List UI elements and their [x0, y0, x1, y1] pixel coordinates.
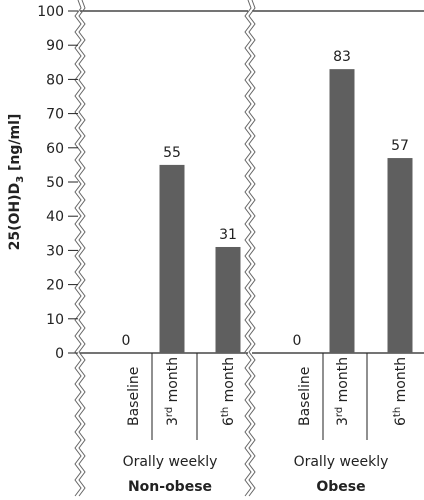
group-label-cohort: Non-obese [128, 479, 212, 495]
axis-break-line [244, 0, 252, 497]
bar [215, 246, 241, 353]
y-tick-label: 70 [46, 107, 64, 123]
bars [159, 69, 413, 353]
axis-break-line [248, 0, 256, 497]
group-label-cohort: Obese [316, 479, 365, 495]
data-label: 0 [122, 333, 131, 349]
axis-break-line [78, 0, 86, 497]
data-label: 83 [333, 49, 351, 65]
data-label: 55 [163, 145, 181, 161]
category-label: 6th month [220, 357, 237, 426]
data-label: 0 [293, 333, 302, 349]
y-tick-label: 90 [46, 38, 64, 54]
axis-break-line [74, 0, 82, 497]
data-label: 57 [391, 138, 409, 154]
category-label: Baseline [297, 367, 313, 426]
bar [329, 69, 355, 353]
labels: 0 10 20 30 40 50 60 70 80 90 100 25(OH)D3 [ng/ml] 0 B… [7, 4, 409, 495]
category-label: 3rd month [334, 357, 351, 426]
y-tick-label: 60 [46, 141, 64, 157]
axes [68, 0, 424, 497]
bar [387, 158, 413, 353]
y-tick-label: 40 [46, 209, 64, 225]
y-tick-label: 100 [37, 4, 64, 20]
y-tick-label: 30 [46, 243, 64, 259]
y-axis-label: 25(OH)D3 [ng/ml] [7, 114, 26, 251]
group-label-route: Orally weekly [123, 454, 218, 470]
category-label: 6th month [392, 357, 409, 426]
y-tick-label: 50 [46, 175, 64, 191]
category-label: 3rd month [164, 357, 181, 426]
y-tick-label: 0 [55, 346, 64, 362]
y-tick-label: 80 [46, 72, 64, 88]
category-label: Baseline [126, 367, 142, 426]
data-label: 31 [219, 227, 237, 243]
y-tick-label: 10 [46, 312, 64, 328]
group-label-route: Orally weekly [294, 454, 389, 470]
y-tick-label: 20 [46, 278, 64, 294]
bar [159, 164, 185, 353]
